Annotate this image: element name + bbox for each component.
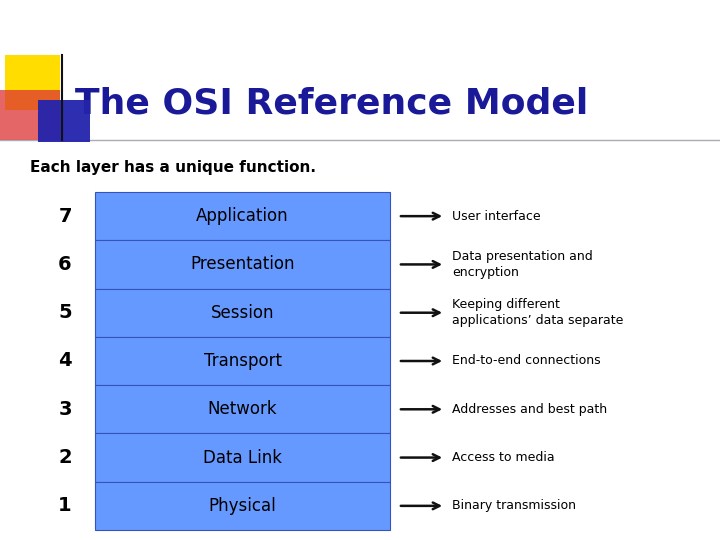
Bar <box>38 100 90 142</box>
Text: Transport: Transport <box>204 352 282 370</box>
Text: 4: 4 <box>58 352 72 370</box>
Text: 7: 7 <box>58 207 72 226</box>
Text: 3: 3 <box>58 400 72 419</box>
Text: Session: Session <box>211 303 274 322</box>
Text: Presentation: Presentation <box>190 255 294 273</box>
Text: 2: 2 <box>58 448 72 467</box>
Text: Application: Application <box>196 207 289 225</box>
Text: Physical: Physical <box>209 497 276 515</box>
Bar <box>95 482 390 530</box>
Text: Addresses and best path: Addresses and best path <box>452 403 607 416</box>
Bar <box>95 288 390 337</box>
Text: Keeping different
applications’ data separate: Keeping different applications’ data sep… <box>452 298 624 327</box>
Text: Data presentation and
encryption: Data presentation and encryption <box>452 250 593 279</box>
Text: Access to media: Access to media <box>452 451 554 464</box>
Bar <box>95 434 390 482</box>
Text: Data Link: Data Link <box>203 449 282 467</box>
Text: The OSI Reference Model: The OSI Reference Model <box>75 86 588 120</box>
Text: User interface: User interface <box>452 210 541 222</box>
Bar <box>5 55 60 110</box>
Bar <box>0 90 60 140</box>
Text: 5: 5 <box>58 303 72 322</box>
Text: Network: Network <box>207 400 277 418</box>
Text: Each layer has a unique function.: Each layer has a unique function. <box>30 160 316 175</box>
Bar <box>95 240 390 288</box>
Bar <box>38 100 90 142</box>
Text: Binary transmission: Binary transmission <box>452 500 576 512</box>
Text: End-to-end connections: End-to-end connections <box>452 354 600 368</box>
Bar <box>95 192 390 240</box>
Bar <box>95 385 390 434</box>
Text: 1: 1 <box>58 496 72 515</box>
Bar <box>95 337 390 385</box>
Text: 6: 6 <box>58 255 72 274</box>
